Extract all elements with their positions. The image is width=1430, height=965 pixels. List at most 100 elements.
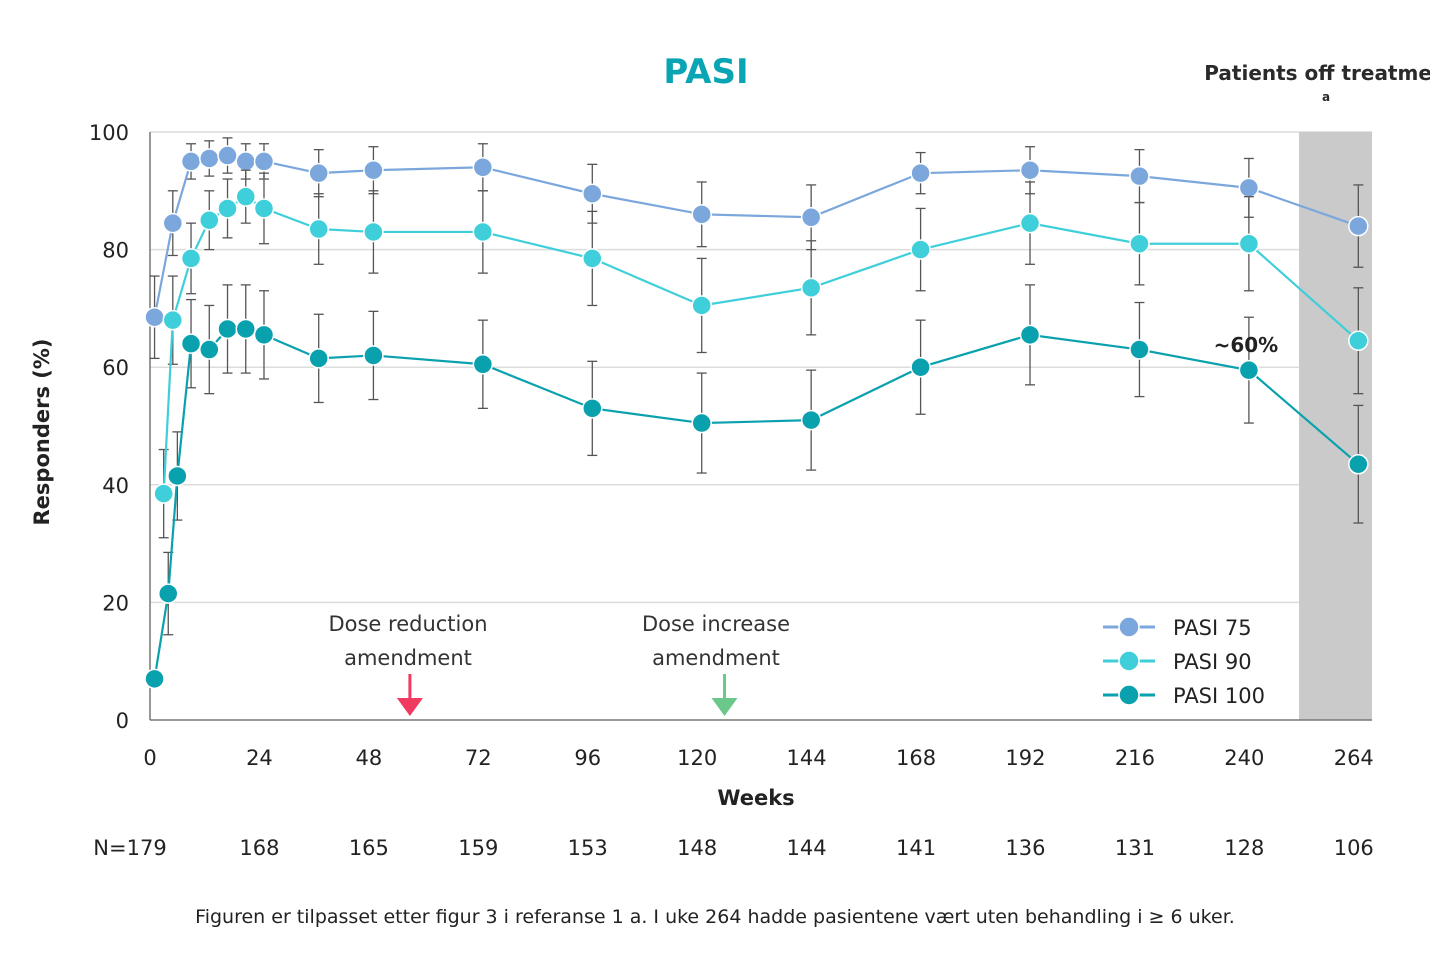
x-tick-label-216: 216 [1115,746,1155,770]
legend-pasi-90-label: PASI 90 [1173,650,1252,674]
pasi-75-point-week-241 [1238,177,1260,199]
pasi-75-point-week-1 [144,306,165,328]
legend-pasi-100-marker [1118,684,1140,706]
pasi-90-point-week-49 [363,221,384,243]
pasi-75-point-week-13 [199,148,220,169]
pasi-100-point-week-37 [308,348,329,369]
y-tick-label-0: 0 [116,709,129,733]
pasi-75-point-week-25 [253,151,275,172]
sixty-percent-annotation: ~60% [1214,333,1279,357]
legend-pasi-75-label: PASI 75 [1173,616,1252,640]
pasi-100-point-week-97 [582,398,603,419]
n-at-risk-168: 141 [896,836,936,860]
n-at-risk-144: 144 [787,836,827,860]
gridlines [150,131,1372,604]
pasi-90-line [162,195,1360,494]
pasi-75-point-week-37 [308,162,329,184]
pasi-90-point-week-145 [800,277,822,299]
pasi-75-point-week-169 [910,162,931,184]
pasi-100-point-week-4 [157,583,179,604]
pasi-chart: 0 20 40 60 80 100 0 24 48 72 96 120 144 168 192 216 240 2… [30,52,1430,860]
pasi-100-point-week-1 [144,668,165,690]
annotations-layer: Dose reduction amendment Dose increase amen… [328,333,1278,716]
dose-increase-arrow-head [711,698,738,716]
legend-pasi-75-marker [1118,616,1140,638]
n-at-risk-label: N=179 [93,836,166,860]
dose-increase-annotation-line1: Dose increase [642,612,790,636]
pasi-100-point-week-13 [199,339,220,360]
n-at-risk-216: 131 [1115,836,1155,860]
x-tick-label-168: 168 [896,746,936,770]
x-tick-label-96: 96 [574,746,601,770]
pasi-90-point-week-9 [180,248,202,269]
pasi-75-point-week-21 [235,151,257,172]
pasi-75-point-week-145 [800,207,822,228]
dose-reduction-arrow-head [396,698,423,716]
legend-pasi-100-label: PASI 100 [1173,684,1265,708]
pasi-90-point-week-217 [1129,233,1150,254]
pasi-75-point-week-73 [472,157,494,178]
y-tick-label-20: 20 [102,591,129,615]
pasi-90-point-week-73 [472,221,494,243]
pasi-100-point-week-49 [363,345,384,366]
off-treatment-label-line2: a [1322,90,1330,104]
dose-increase-annotation-line2: amendment [652,646,780,670]
pasi-100-point-week-9 [180,333,202,354]
n-at-risk-48: 165 [349,836,389,860]
pasi-75-point-week-17 [217,145,238,166]
pasi-100-point-week-241 [1238,359,1260,381]
n-at-risk-72: 159 [458,836,498,860]
pasi-100-point-week-193 [1019,324,1041,346]
pasi-90-point-week-193 [1019,212,1041,234]
n-at-risk-96: 153 [568,836,608,860]
y-tick-label-100: 100 [89,121,129,145]
pasi-90-point-week-3 [153,483,174,504]
pasi-90-point-week-25 [253,198,275,219]
pasi-100-point-week-21 [235,318,257,340]
pasi-100-point-week-73 [472,354,494,375]
pasi-90-point-week-241 [1238,233,1260,254]
series-pasi-100 [144,284,1369,690]
x-axis-title: Weeks [717,786,794,810]
x-tick-label-240: 240 [1224,746,1264,770]
pasi-100-point-week-121 [691,412,712,434]
x-tick-label-72: 72 [465,746,492,770]
pasi-100-point-week-25 [253,324,275,346]
pasi-75-point-week-193 [1019,159,1041,181]
x-tick-label-48: 48 [355,746,382,770]
x-tick-label-192: 192 [1005,746,1045,770]
legend: PASI 75 PASI 90 PASI 100 [1103,616,1265,708]
pasi-75-line [153,154,1359,318]
pasi-75-point-week-9 [180,151,202,172]
pasi-90-point-week-17 [217,198,238,219]
dose-reduction-annotation-line1: Dose reduction [328,612,487,636]
x-tick-label-120: 120 [677,746,717,770]
pasi-100-point-week-169 [910,356,931,378]
footnote-marker: a [1322,90,1330,104]
off-treatment-label-line1: Patients off treatment [1204,61,1430,85]
series-pasi-75 [144,137,1369,360]
n-at-risk-24: 168 [239,836,279,860]
pasi-75-point-week-49 [363,159,384,181]
n-at-risk-192: 136 [1005,836,1045,860]
dose-reduction-annotation-line2: amendment [344,646,472,670]
pasi-100-point-week-217 [1129,339,1150,360]
y-tick-label-80: 80 [102,239,129,263]
legend-pasi-90-marker [1118,650,1140,672]
pasi-100-point-week-6 [167,465,188,487]
n-at-risk-240: 128 [1224,836,1264,860]
pasi-75-point-week-121 [691,204,712,225]
pasi-100-point-week-265 [1348,453,1369,475]
series-layer [144,137,1369,690]
pasi-75-point-week-5 [162,212,184,234]
x-tick-label-0: 0 [143,746,156,770]
x-tick-label-24: 24 [246,746,273,770]
pasi-75-point-week-97 [582,183,603,204]
pasi-75-point-week-217 [1129,165,1150,187]
pasi-100-point-week-145 [800,409,822,431]
n-at-risk-264: 106 [1334,836,1374,860]
pasi-90-point-week-265 [1348,330,1369,351]
y-tick-label-40: 40 [102,474,129,498]
footnote: Figuren er tilpasset etter figur 3 i ref… [195,906,1235,928]
axes: 0 20 40 60 80 100 0 24 48 72 96 120 144 168 192 216 240 2… [89,121,1374,860]
